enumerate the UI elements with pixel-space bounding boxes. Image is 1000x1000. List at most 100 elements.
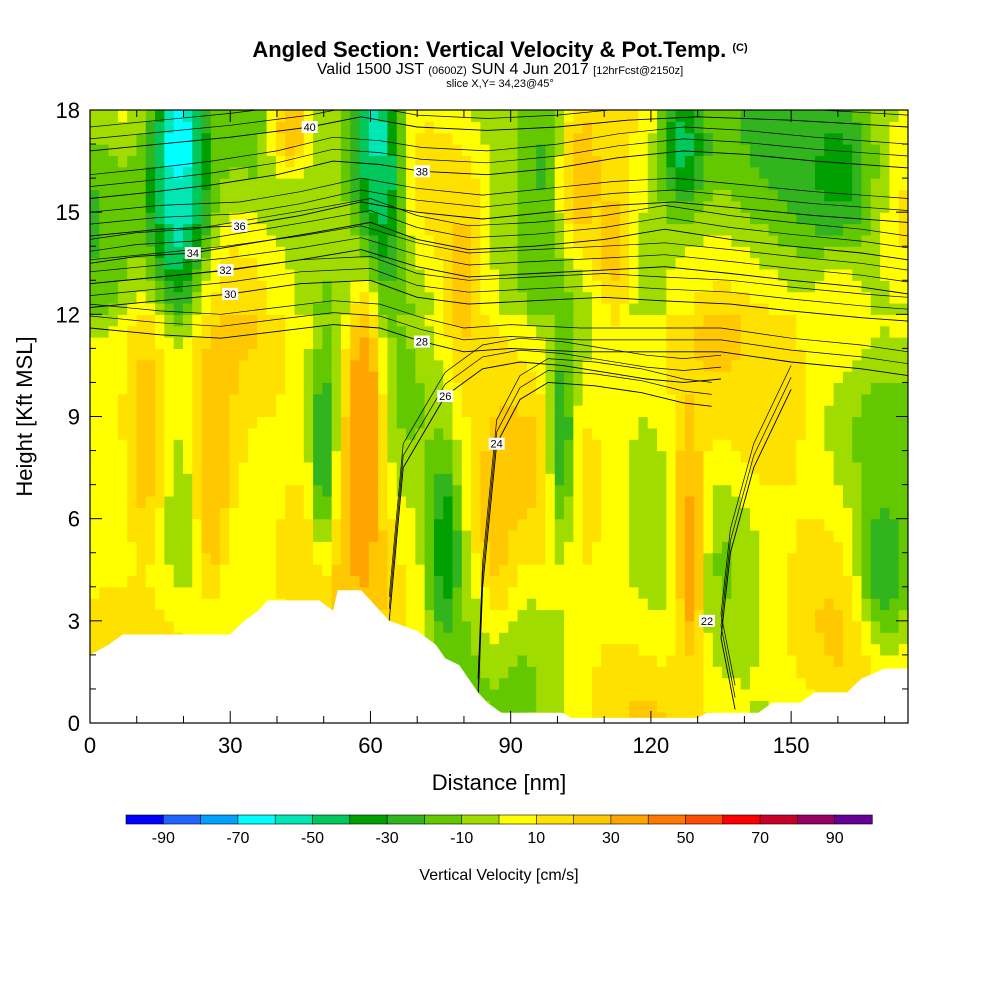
velocity-cell	[90, 371, 100, 384]
velocity-cell	[536, 155, 547, 168]
velocity-cell	[536, 473, 547, 486]
velocity-cell	[368, 575, 379, 588]
velocity-cell	[731, 530, 742, 542]
colorbar-swatch	[722, 814, 761, 825]
velocity-cell	[443, 212, 454, 225]
velocity-cell	[898, 348, 908, 361]
velocity-cell	[192, 314, 203, 327]
velocity-cell	[359, 541, 370, 554]
velocity-cell	[852, 473, 863, 486]
velocity-cell	[313, 337, 323, 349]
colorbar-swatch	[610, 814, 649, 825]
velocity-cell	[870, 200, 881, 213]
velocity-cell	[582, 212, 593, 225]
velocity-cell	[694, 337, 705, 349]
velocity-cell	[443, 439, 454, 452]
velocity-cell	[461, 110, 472, 122]
velocity-cell	[805, 620, 816, 633]
velocity-cell	[117, 348, 128, 361]
velocity-cell	[229, 314, 240, 327]
velocity-cell	[285, 439, 296, 452]
velocity-cell	[443, 246, 454, 259]
velocity-cell	[768, 450, 779, 463]
velocity-cell	[471, 598, 482, 611]
colorbar-swatch	[647, 814, 687, 825]
velocity-cell	[898, 121, 908, 134]
velocity-cell	[805, 632, 816, 645]
velocity-cell	[824, 257, 835, 270]
velocity-cell	[173, 110, 184, 122]
velocity-cell	[359, 121, 370, 134]
velocity-cell	[340, 371, 351, 384]
velocity-cell	[433, 541, 444, 554]
velocity-cell	[257, 473, 268, 486]
velocity-cell	[526, 620, 537, 633]
velocity-cell	[833, 382, 844, 395]
velocity-cell	[368, 348, 379, 361]
velocity-cell	[452, 473, 463, 486]
velocity-cell	[127, 189, 138, 202]
velocity-cell	[480, 484, 491, 497]
velocity-cell	[749, 427, 760, 440]
velocity-cell	[136, 450, 147, 463]
velocity-cell	[722, 291, 732, 304]
velocity-cell	[694, 246, 705, 259]
velocity-cell	[712, 314, 723, 327]
velocity-cell	[554, 643, 565, 656]
velocity-cell	[415, 484, 426, 497]
velocity-cell	[722, 495, 732, 508]
velocity-cell	[461, 564, 472, 577]
velocity-cell	[471, 371, 482, 384]
velocity-cell	[387, 393, 398, 406]
velocity-cell	[787, 552, 798, 565]
velocity-cell	[415, 155, 426, 168]
velocity-cell	[127, 598, 138, 611]
velocity-cell	[443, 518, 454, 531]
velocity-cell	[694, 518, 705, 531]
velocity-cell	[787, 178, 798, 191]
velocity-cell	[731, 473, 742, 486]
velocity-cell	[573, 223, 584, 236]
velocity-cell	[870, 234, 881, 247]
velocity-cell	[619, 450, 630, 463]
velocity-cell	[731, 461, 742, 474]
velocity-cell	[870, 337, 881, 349]
velocity-cell	[424, 302, 435, 315]
velocity-cell	[787, 416, 798, 429]
velocity-cell	[833, 552, 844, 565]
velocity-cell	[833, 484, 844, 497]
velocity-cell	[387, 337, 398, 349]
velocity-cell	[824, 166, 835, 179]
velocity-cell	[861, 495, 872, 508]
velocity-cell	[787, 575, 798, 588]
velocity-cell	[313, 530, 323, 542]
velocity-cell	[99, 268, 110, 281]
velocity-cell	[396, 484, 407, 497]
velocity-cell	[517, 371, 528, 384]
velocity-cell	[136, 598, 147, 611]
velocity-cell	[201, 405, 212, 418]
velocity-cell	[331, 178, 342, 191]
velocity-cell	[155, 337, 165, 349]
velocity-cell	[722, 654, 732, 667]
velocity-cell	[471, 246, 482, 259]
velocity-cell	[322, 166, 333, 179]
velocity-cell	[842, 280, 853, 293]
velocity-cell	[182, 348, 193, 361]
velocity-cell	[461, 541, 472, 554]
velocity-cell	[796, 110, 807, 122]
velocity-cell	[675, 450, 686, 463]
velocity-cell	[517, 564, 528, 577]
velocity-cell	[368, 405, 379, 418]
velocity-cell	[127, 530, 138, 542]
velocity-cell	[536, 348, 547, 361]
velocity-cell	[749, 337, 760, 349]
velocity-cell	[99, 393, 110, 406]
velocity-cell	[759, 280, 770, 293]
velocity-cell	[499, 359, 509, 372]
velocity-cell	[666, 461, 677, 474]
velocity-cell	[499, 382, 509, 395]
velocity-cell	[564, 620, 574, 633]
velocity-cell	[526, 223, 537, 236]
velocity-cell	[712, 620, 723, 633]
